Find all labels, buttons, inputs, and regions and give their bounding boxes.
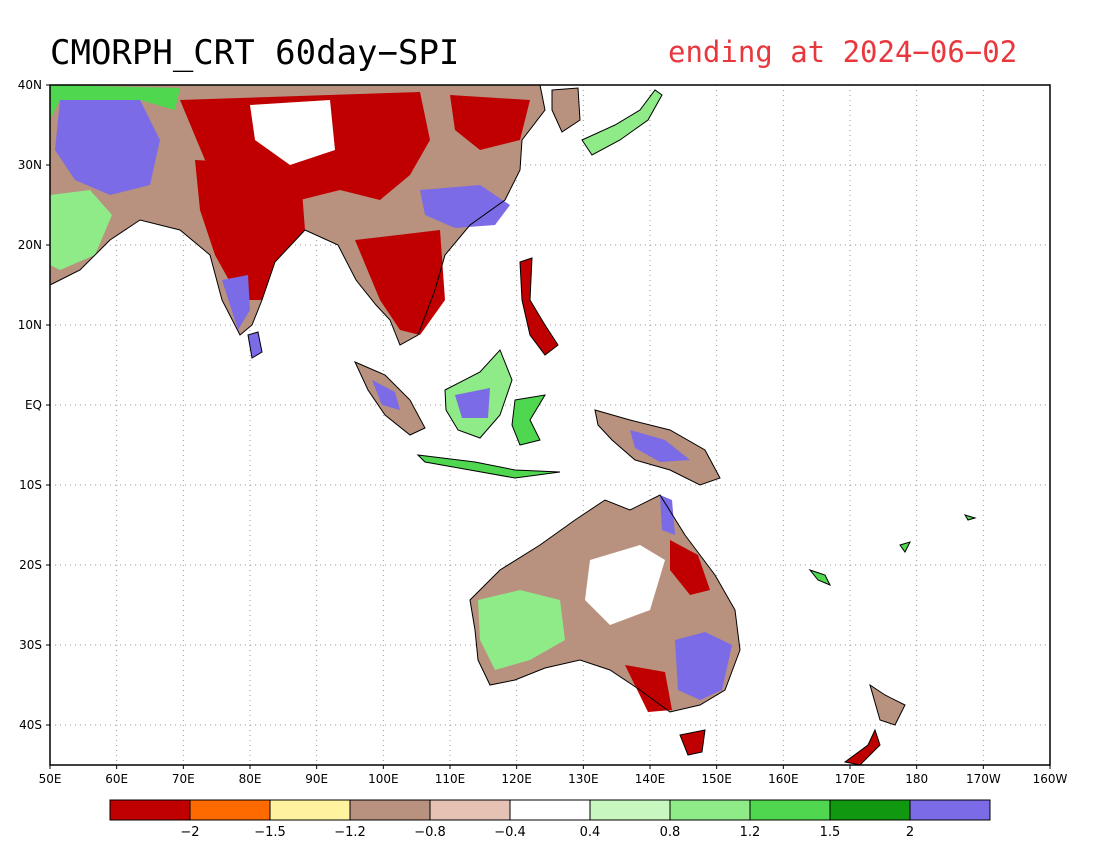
lon-tick-label: 60E: [105, 772, 128, 786]
landmass-japan: [551, 87, 663, 156]
colorbar-swatch: [109, 799, 191, 821]
colorbar-label: −1.5: [254, 825, 286, 840]
colorbar-swatch: [749, 799, 831, 821]
lon-tick-label: 120E: [501, 772, 532, 786]
colorbar-label: −0.4: [494, 825, 526, 840]
colorbar-swatch: [509, 799, 591, 821]
colorbar-swatch: [189, 799, 271, 821]
colorbar-label: −2: [180, 825, 199, 840]
colorbar-legend: −2 −1.5 −1.2 −0.8 −0.4 0.4 0.8 1.2 1.5 2: [109, 799, 991, 840]
landmass-java: [416, 454, 561, 479]
lon-tick-label: 170W: [966, 772, 1001, 786]
map-title: CMORPH_CRT 60day−SPI: [50, 33, 459, 73]
lat-tick-label: 30S: [19, 638, 42, 652]
landmass-sri-lanka: [247, 331, 263, 359]
lon-tick-label: 100E: [368, 772, 399, 786]
colorbar-swatch: [269, 799, 351, 821]
latitude-tick-labels: 40N 30N 20N 10N EQ 10S 20S 30S 40S: [18, 78, 50, 732]
colorbar-label: 0.8: [660, 825, 681, 840]
colorbar-label: 1.5: [820, 825, 841, 840]
landmass-new-caledonia: [808, 568, 832, 586]
lat-tick-label: 40S: [19, 718, 42, 732]
map-area: [49, 84, 1051, 766]
map-frame: [49, 84, 1051, 766]
landmass-sulawesi: [511, 394, 546, 446]
colorbar-label: 2: [906, 825, 914, 840]
landmass-new-zealand: [843, 683, 906, 766]
lon-tick-label: 80E: [239, 772, 262, 786]
lat-tick-label: 40N: [18, 78, 42, 92]
map-subtitle: ending at 2024−06−02: [668, 35, 1017, 69]
longitude-tick-labels: 50E 60E 70E 80E 90E 100E 110E 120E 130E 140E 150E 1…: [39, 765, 1068, 786]
lon-tick-label: 70E: [172, 772, 195, 786]
colorbar-label: −0.8: [414, 825, 446, 840]
lon-tick-label: 110E: [435, 772, 466, 786]
landmass-philippines: [519, 257, 559, 356]
colorbar-swatch: [349, 799, 431, 821]
landmass-tasmania: [679, 729, 706, 756]
lat-tick-label: 20N: [18, 238, 42, 252]
lon-tick-label: 160W: [1033, 772, 1068, 786]
lon-tick-label: 160E: [768, 772, 799, 786]
colorbar-swatch: [909, 799, 991, 821]
colorbar-swatch: [669, 799, 751, 821]
colorbar-swatch: [429, 799, 511, 821]
colorbar-swatch: [829, 799, 911, 821]
lon-tick-label: 90E: [305, 772, 328, 786]
lon-tick-label: 170E: [835, 772, 866, 786]
lon-tick-label: 180: [905, 772, 928, 786]
landmass-australia: [469, 494, 741, 713]
landmass-fiji: [899, 541, 911, 553]
colorbar-swatch: [589, 799, 671, 821]
lat-tick-label: 20S: [19, 558, 42, 572]
lat-tick-label: 10N: [18, 318, 42, 332]
lat-tick-label: 10S: [19, 478, 42, 492]
colorbar-label: −1.2: [334, 825, 366, 840]
lon-tick-label: 140E: [635, 772, 666, 786]
lat-tick-label: EQ: [25, 398, 42, 412]
landmass-asia: [49, 84, 546, 346]
lon-tick-label: 130E: [568, 772, 599, 786]
lon-tick-label: 50E: [39, 772, 62, 786]
lon-tick-label: 150E: [701, 772, 732, 786]
lat-tick-label: 30N: [18, 158, 42, 172]
colorbar-label: 1.2: [740, 825, 761, 840]
colorbar-label: 0.4: [580, 825, 601, 840]
landmass-samoa: [963, 514, 977, 521]
